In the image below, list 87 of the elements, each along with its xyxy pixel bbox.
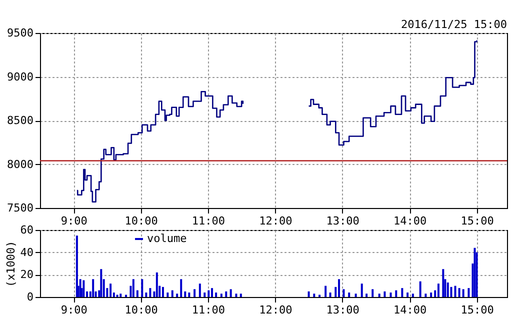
bar xyxy=(324,286,327,297)
bar xyxy=(215,292,218,297)
bar xyxy=(92,279,94,297)
bar xyxy=(424,294,427,297)
bar xyxy=(446,282,449,297)
bar xyxy=(384,291,386,297)
bar xyxy=(145,292,148,297)
x-tick-label: 15:00 xyxy=(460,214,494,228)
bar xyxy=(225,291,228,297)
bar xyxy=(240,294,242,297)
bar xyxy=(230,289,232,297)
bar xyxy=(442,269,444,297)
bar xyxy=(348,292,350,297)
bar xyxy=(100,269,102,297)
bar xyxy=(360,284,363,297)
bar xyxy=(366,294,368,297)
bar xyxy=(194,289,196,297)
bar xyxy=(458,288,460,297)
x-tick-label: 11:00 xyxy=(192,304,226,316)
bar xyxy=(313,294,316,297)
bar xyxy=(430,292,432,297)
bar xyxy=(166,292,169,297)
x-tick-label: 13:00 xyxy=(326,214,360,228)
bar xyxy=(412,294,414,297)
bar xyxy=(171,290,174,297)
bar xyxy=(188,292,190,297)
bar xyxy=(156,272,158,297)
bar xyxy=(462,289,464,297)
bar xyxy=(476,252,478,297)
bar xyxy=(176,294,178,297)
bar xyxy=(141,279,144,297)
bar xyxy=(180,279,182,297)
y-tick-label: 20 xyxy=(20,268,34,282)
x-tick-label: 12:00 xyxy=(259,304,292,316)
bar xyxy=(204,292,206,297)
legend-label: volume xyxy=(147,232,187,245)
bar xyxy=(235,294,238,297)
bar xyxy=(338,279,340,297)
y-tick-label: 8500 xyxy=(7,114,34,127)
y-tick-label: 9500 xyxy=(7,26,34,40)
bar xyxy=(110,284,112,297)
x-tick-label: 9:00 xyxy=(60,214,88,228)
x-tick-label: 14:00 xyxy=(394,214,427,228)
y-tick-label: 40 xyxy=(20,246,34,259)
bar xyxy=(120,294,122,297)
bar xyxy=(454,286,456,297)
x-tick-label: 14:00 xyxy=(394,304,427,316)
bar xyxy=(342,289,345,297)
bar xyxy=(437,284,440,297)
bar xyxy=(211,288,214,297)
bar xyxy=(208,290,210,297)
bar xyxy=(308,291,310,297)
bar xyxy=(372,289,374,297)
bar xyxy=(132,279,134,297)
bar xyxy=(184,291,186,297)
bar xyxy=(354,294,357,297)
bar xyxy=(450,286,452,297)
x-tick-label: 10:00 xyxy=(124,304,158,316)
bar xyxy=(474,248,476,297)
bar xyxy=(220,294,222,297)
y-tick-label: 0 xyxy=(26,290,34,304)
bar xyxy=(468,288,470,297)
bar xyxy=(162,286,164,297)
x-tick-label: 15:00 xyxy=(460,304,494,316)
bar xyxy=(82,280,85,297)
x-tick-label: 12:00 xyxy=(259,214,292,228)
x-tick-label: 10:00 xyxy=(124,214,158,228)
bar xyxy=(136,290,138,297)
bar xyxy=(149,288,152,297)
x-tick-label: 9:00 xyxy=(60,304,88,316)
x-tick-label: 13:00 xyxy=(326,304,360,316)
bar xyxy=(401,288,404,297)
y-axis-title: (x1000) xyxy=(4,240,18,288)
y-tick-label: 9000 xyxy=(7,70,34,84)
x-tick-label: 11:00 xyxy=(192,214,226,228)
bar xyxy=(419,281,422,297)
chart-subtitle: 2016/11/25 15:00 xyxy=(401,18,507,31)
y-tick-label: 8000 xyxy=(7,158,34,171)
bar xyxy=(406,292,409,297)
bar xyxy=(395,290,398,297)
bar xyxy=(378,294,380,297)
bar xyxy=(76,236,78,297)
bar xyxy=(198,284,201,297)
y-tick-label: 7500 xyxy=(7,202,34,214)
bar xyxy=(390,292,392,297)
y-tick-label: 60 xyxy=(20,224,34,236)
bar xyxy=(329,292,332,297)
